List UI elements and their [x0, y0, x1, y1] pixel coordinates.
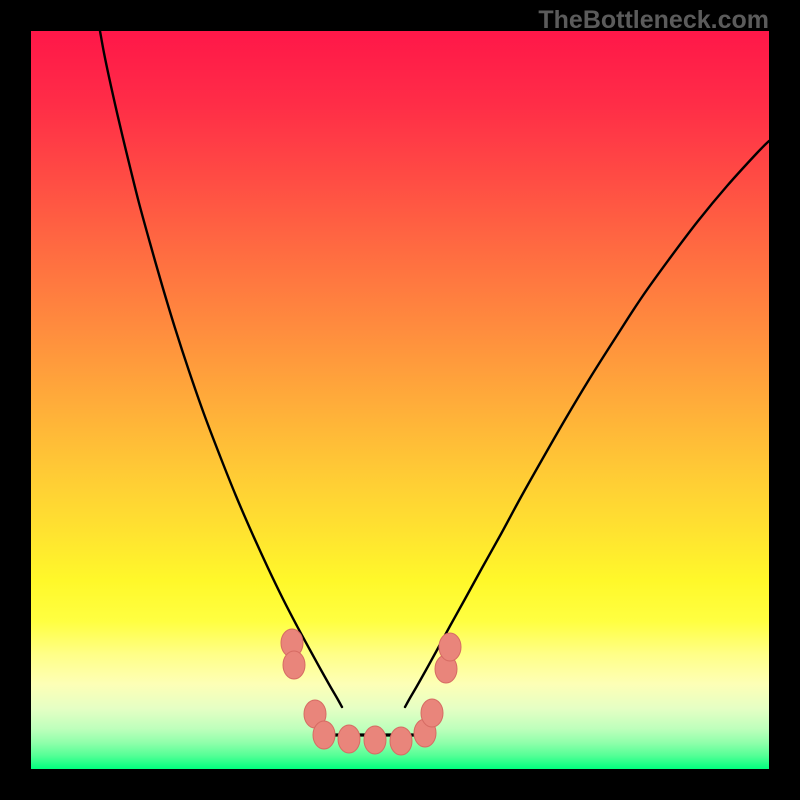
bottleneck-curve — [405, 141, 769, 707]
data-marker — [313, 721, 335, 749]
plot-area — [31, 31, 769, 769]
watermark-text: TheBottleneck.com — [538, 6, 769, 35]
curve-overlay — [31, 31, 769, 769]
data-marker — [364, 726, 386, 754]
data-marker — [421, 699, 443, 727]
bottleneck-curve — [100, 31, 342, 707]
data-marker — [390, 727, 412, 755]
data-marker — [439, 633, 461, 661]
data-marker — [283, 651, 305, 679]
data-marker — [338, 725, 360, 753]
chart-frame: TheBottleneck.com — [0, 0, 800, 800]
